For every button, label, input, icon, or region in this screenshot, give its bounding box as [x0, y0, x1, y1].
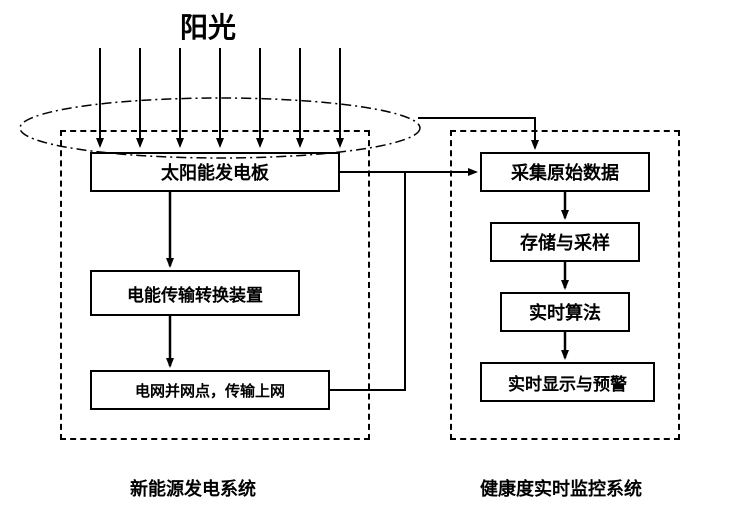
box-algorithm: 实时算法 [500, 292, 630, 332]
box-label: 电能传输转换装置 [127, 281, 263, 306]
box-solar-panel: 太阳能发电板 [90, 152, 340, 192]
box-label: 电网并网点，传输上网 [135, 380, 285, 401]
box-label: 实时算法 [529, 299, 601, 325]
box-grid-point: 电网并网点，传输上网 [90, 370, 330, 410]
title-sunlight: 阳光 [180, 6, 236, 46]
box-label: 采集原始数据 [511, 159, 619, 185]
box-label: 太阳能发电板 [161, 159, 269, 185]
right-caption: 健康度实时监控系统 [480, 475, 642, 501]
box-collect-data: 采集原始数据 [480, 152, 650, 192]
box-label: 存储与采样 [520, 229, 610, 255]
box-converter: 电能传输转换装置 [90, 270, 300, 316]
diagram-canvas: 阳光 太阳能发电板 电能传输转换装置 电网并网点，传输上网 采集原始数据 存储与… [0, 0, 730, 531]
box-store-sample: 存储与采样 [490, 222, 640, 262]
left-caption: 新能源发电系统 [130, 475, 256, 501]
box-display-alert: 实时显示与预警 [480, 362, 655, 402]
box-label: 实时显示与预警 [508, 370, 627, 395]
